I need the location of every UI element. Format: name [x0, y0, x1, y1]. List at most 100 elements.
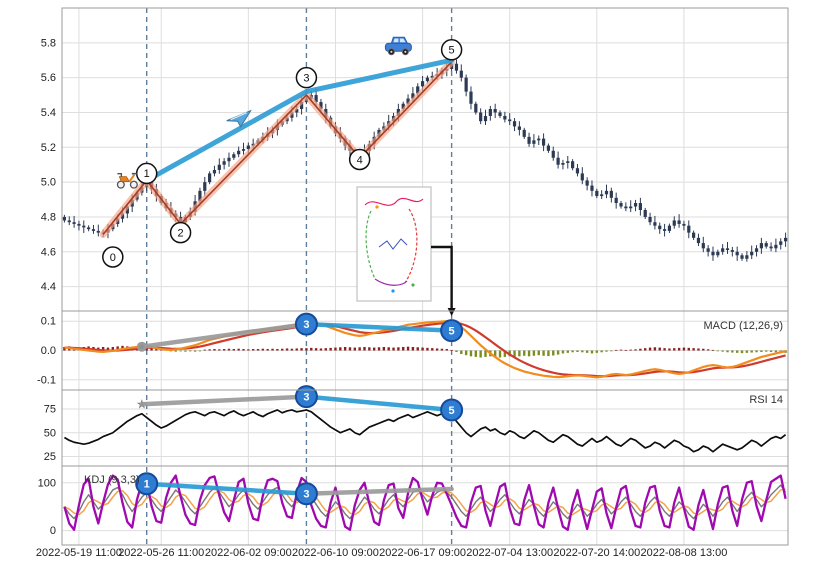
candle	[774, 244, 778, 249]
macd-hist-bar	[290, 348, 294, 351]
macd-hist-bar	[566, 350, 569, 353]
candle	[643, 210, 647, 217]
candle	[696, 237, 701, 244]
macd-wave-circle-3: 3	[294, 312, 318, 336]
candle	[314, 95, 318, 103]
macd-hist-bar	[590, 350, 594, 354]
macd-hist-bar	[247, 349, 250, 351]
candle	[401, 103, 405, 109]
macd-hist-bar	[392, 347, 395, 351]
y-tick-label: 5.8	[41, 37, 56, 49]
macd-dif-line	[64, 320, 786, 379]
macd-hist-bar	[314, 348, 318, 351]
macd-hist-bar	[329, 347, 332, 351]
macd-hist-bar	[469, 350, 473, 357]
svg-text:3: 3	[303, 489, 309, 501]
candle	[416, 86, 420, 94]
y-tick-label: 50	[44, 427, 56, 439]
candle	[96, 230, 100, 233]
candle	[566, 161, 570, 163]
macd-hist-bar	[731, 350, 734, 353]
candle	[537, 138, 541, 141]
macd-hist-bar	[261, 348, 265, 351]
svg-text:5: 5	[449, 405, 455, 417]
svg-text:5: 5	[449, 325, 455, 337]
inset-arrow	[431, 245, 453, 308]
candle	[658, 225, 662, 230]
macd-hist-bar	[406, 346, 410, 351]
macd-hist-bar	[285, 348, 289, 351]
candle	[406, 98, 410, 104]
candle	[764, 243, 768, 247]
macd-hist-bar	[581, 350, 584, 353]
macd-hist-bar	[397, 347, 400, 351]
macd-hist-bar	[174, 350, 177, 352]
candle	[508, 119, 512, 122]
candle	[120, 213, 125, 219]
macd-hist-bar	[677, 347, 681, 351]
y-tick-label: 4.8	[41, 211, 56, 223]
macd-hist-bar	[339, 347, 342, 351]
macd-hist-bar	[556, 350, 560, 355]
candle	[469, 91, 473, 104]
y-tick-label: 0.0	[41, 345, 56, 357]
macd-hist-bar	[184, 350, 187, 352]
candle	[299, 102, 304, 109]
macd-hist-bar	[644, 348, 647, 351]
macd-hist-bar	[426, 347, 429, 351]
candle	[82, 225, 86, 228]
candle	[222, 161, 226, 165]
macd-hist-bar	[421, 347, 424, 351]
candle	[638, 203, 642, 210]
candle	[454, 63, 459, 71]
candle	[464, 77, 468, 92]
candle	[725, 248, 730, 251]
macd-hist-bar	[513, 350, 516, 357]
candle	[62, 216, 67, 221]
macd-hist-bar	[435, 348, 439, 351]
candle	[420, 81, 425, 87]
x-tick-label: 2022-07-20 14:00	[553, 547, 640, 559]
svg-text:1: 1	[144, 168, 150, 180]
candle	[633, 203, 638, 207]
macd-panel-label: MACD (12,26,9)	[704, 320, 783, 332]
candle	[72, 222, 76, 224]
candle	[624, 206, 628, 209]
macd-hist-bar	[145, 347, 148, 351]
candle	[779, 241, 783, 245]
trend-line	[144, 57, 455, 183]
macd-hist-bar	[300, 348, 303, 351]
candle	[203, 182, 207, 191]
candle	[745, 255, 749, 259]
candle	[590, 185, 594, 191]
inset-arrowhead	[447, 308, 456, 316]
macd-hist-bar	[523, 350, 526, 356]
macd-hist-bar	[416, 347, 419, 351]
candle	[754, 248, 759, 252]
candle	[483, 115, 488, 122]
x-tick-label: 2022-05-26 11:00	[118, 547, 204, 559]
macd-hist-bar	[305, 348, 308, 351]
candle	[716, 251, 720, 256]
candle	[459, 70, 463, 78]
candle	[585, 180, 589, 186]
wave-circle-5: 5	[440, 39, 463, 61]
macd-hist-bar	[251, 349, 255, 351]
macd-hist-bar	[721, 350, 724, 352]
macd-hist-bar	[692, 348, 695, 351]
candle	[706, 248, 710, 252]
candle	[575, 168, 580, 174]
macd-hist-bar	[498, 350, 502, 358]
macd-hist-bar	[237, 348, 240, 351]
svg-text:3: 3	[303, 72, 309, 84]
candle	[237, 150, 241, 155]
kdj-trend-segment	[304, 486, 454, 497]
kdj-panel-border	[61, 465, 789, 546]
candle	[208, 173, 212, 183]
candle	[67, 220, 71, 223]
macd-hist-bar	[324, 348, 327, 351]
rsi-trend-segment	[304, 394, 454, 413]
wave-circle-3: 3	[295, 66, 318, 89]
inset-thumbnail	[356, 186, 432, 302]
macd-hist-bar	[503, 350, 507, 357]
